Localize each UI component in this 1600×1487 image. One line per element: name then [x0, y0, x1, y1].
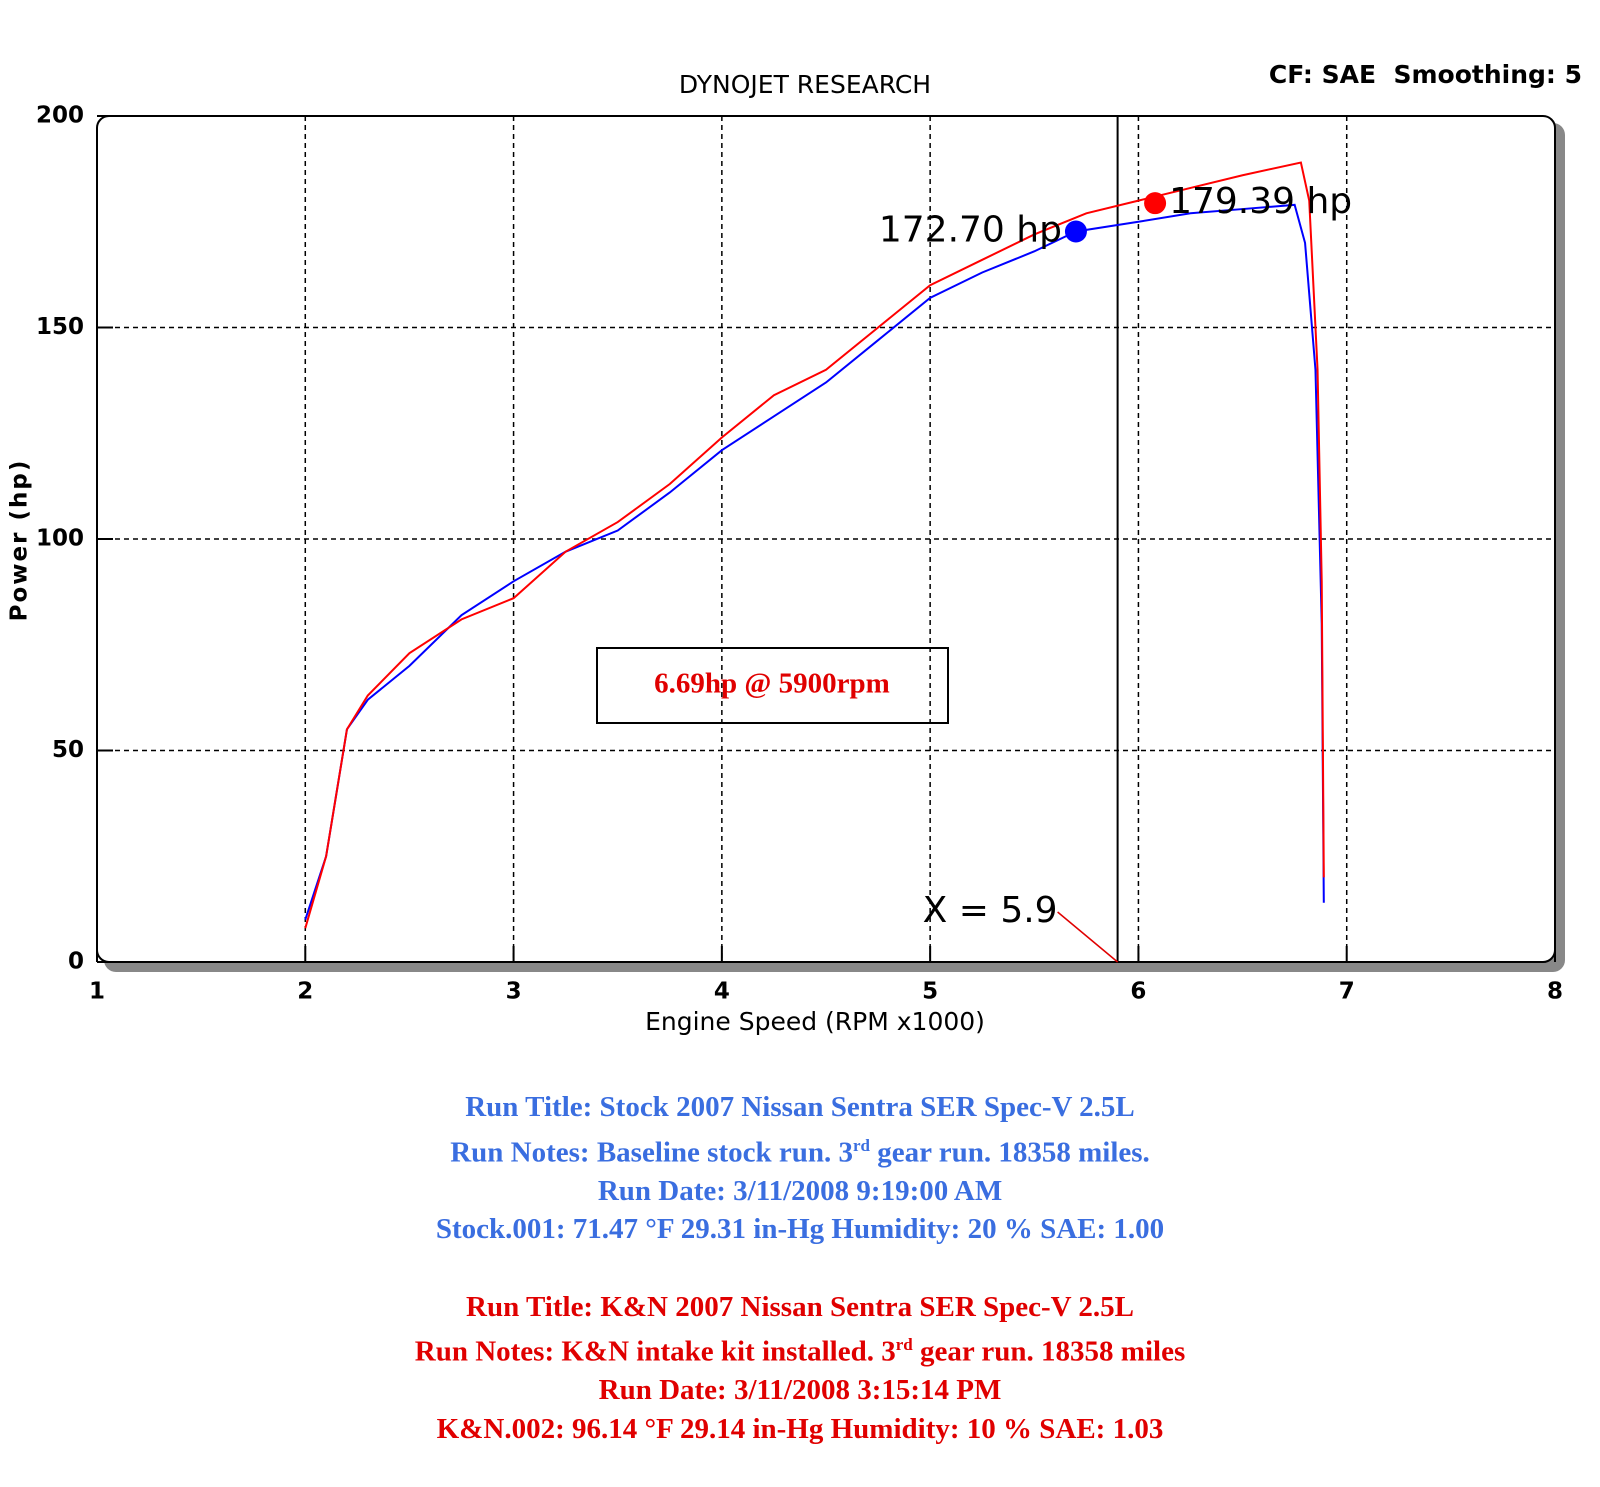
x-tick-label: 1 [89, 979, 105, 1005]
series-line [304, 161, 1325, 929]
chart-title: DYNOJET RESEARCH [679, 70, 931, 99]
x-axis-label: Engine Speed (RPM x1000) [645, 1007, 985, 1036]
cursor-pointer [1057, 911, 1119, 963]
run-conditions: K&N.002: 96.14 °F 29.14 in-Hg Humidity: … [436, 1412, 1164, 1445]
y-tick-label: 50 [52, 737, 84, 763]
annotation: 6.69hp @ 5900rpm [654, 668, 890, 700]
marker [1064, 220, 1087, 243]
y-tick-label: 100 [36, 526, 84, 552]
chart: DYNOJET RESEARCH CF: SAE Smoothing: 5 Po… [7, 60, 1583, 1036]
run-notes-text: Run Notes: Baseline stock run. 3 [450, 1136, 854, 1169]
chart-subtitle: CF: SAE Smoothing: 5 [1269, 60, 1582, 89]
y-tick-label: 150 [36, 314, 84, 340]
run-notes-superscript: rd [895, 1335, 913, 1355]
annotation-box [596, 647, 949, 724]
x-tick-label: 4 [714, 979, 730, 1005]
run-date: Run Date: 3/11/2008 9:19:00 AM [597, 1174, 1003, 1207]
marker-label: 172.70 hp [879, 209, 1062, 250]
run-notes-superscript: rd [853, 1135, 871, 1155]
x-tick-label: 7 [1339, 979, 1355, 1005]
y-tick-label: 0 [68, 949, 84, 975]
x-tick-label: 8 [1547, 979, 1563, 1005]
run-date: Run Date: 3/11/2008 3:15:14 PM [598, 1374, 1002, 1407]
run-info: Run Title: Stock 2007 Nissan Sentra SER … [0, 1088, 1600, 1487]
run-block: Run Title: K&N 2007 Nissan Sentra SER Sp… [0, 1288, 1600, 1449]
run-title: Run Title: Stock 2007 Nissan Sentra SER … [465, 1091, 1135, 1123]
marker-label: 179.39 hp [1169, 181, 1352, 222]
marker [1144, 192, 1167, 215]
y-tick-label: 200 [36, 103, 84, 129]
series-line [304, 203, 1325, 921]
run-notes-text: Run Notes: K&N intake kit installed. 3 [414, 1335, 896, 1368]
run-notes: Run Notes: K&N intake kit installed. 3rd… [0, 1326, 1600, 1371]
y-axis-label: Power (hp) [7, 459, 33, 622]
run-notes-text: gear run. 18358 miles [912, 1335, 1186, 1368]
run-title: Run Title: K&N 2007 Nissan Sentra SER Sp… [466, 1290, 1134, 1323]
run-conditions: Stock.001: 71.47 °F 29.31 in-Hg Humidity… [435, 1213, 1165, 1246]
x-tick-label: 3 [506, 979, 522, 1005]
x-tick-label: 6 [1130, 979, 1146, 1005]
x-tick-label: 2 [297, 979, 313, 1005]
x-tick-label: 5 [922, 979, 938, 1005]
run-notes-text: gear run. 18358 miles. [870, 1136, 1150, 1169]
run-notes: Run Notes: Baseline stock run. 3rd gear … [0, 1127, 1600, 1172]
cursor-label: X = 5.9 [923, 890, 1058, 931]
page: DYNOJET RESEARCH CF: SAE Smoothing: 5 Po… [6, 60, 1583, 1445]
run-block: Run Title: Stock 2007 Nissan Sentra SER … [0, 1088, 1600, 1249]
